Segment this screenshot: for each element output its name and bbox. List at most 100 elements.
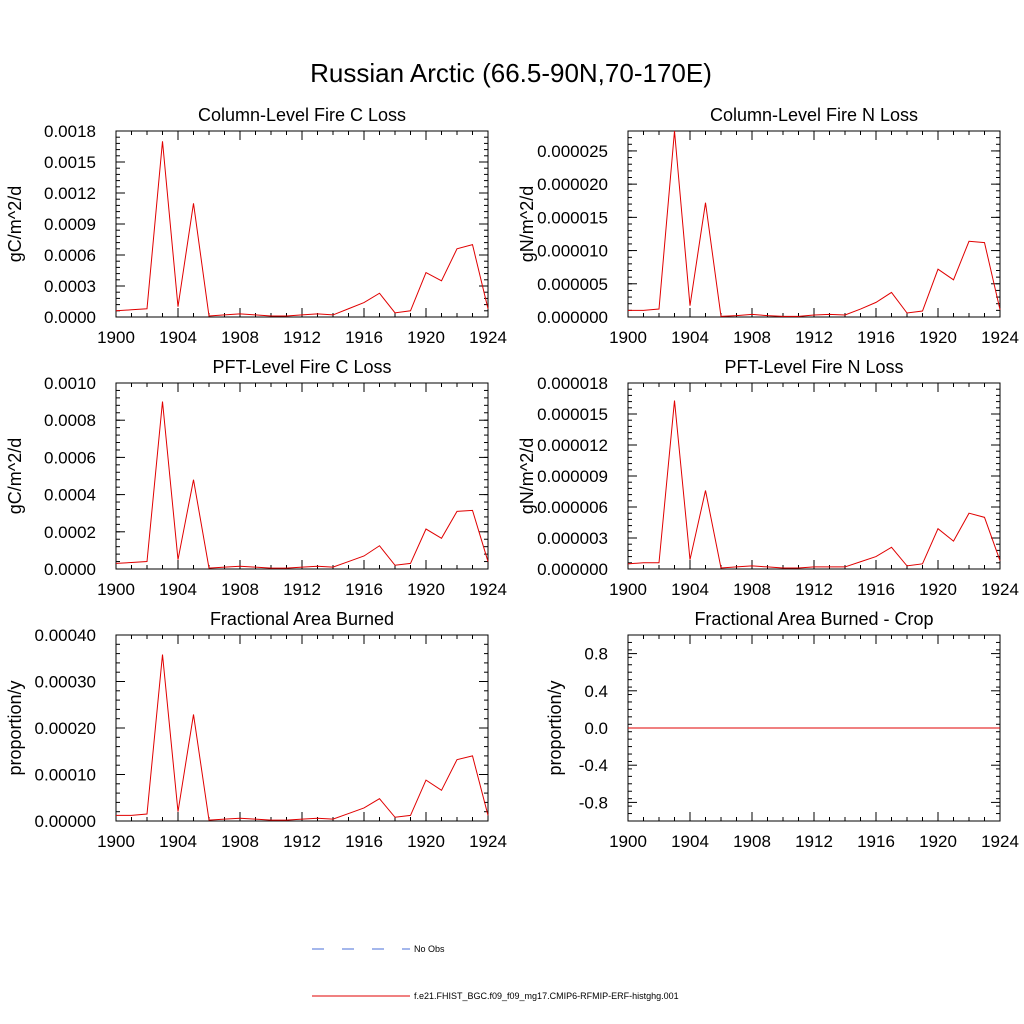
y-tick-label: 0.000020: [537, 175, 608, 194]
x-tick-label: 1924: [981, 328, 1019, 347]
x-tick-label: 1900: [609, 832, 647, 851]
y-tick-label: 0.00030: [35, 673, 96, 692]
series-line: [115, 141, 489, 317]
panel-title: Fractional Area Burned - Crop: [694, 609, 933, 629]
y-tick-label: 0.00000: [35, 812, 96, 831]
y-tick-label: 0.0008: [44, 411, 96, 430]
y-tick-label: 0.0003: [44, 277, 96, 296]
y-axis-label: proportion/y: [5, 680, 25, 775]
x-tick-label: 1920: [407, 328, 445, 347]
x-tick-label: 1924: [469, 580, 507, 599]
x-tick-label: 1904: [159, 580, 197, 599]
series-line: [628, 130, 1001, 317]
x-tick-label: 1900: [609, 328, 647, 347]
x-tick-label: 1908: [221, 580, 259, 599]
x-tick-label: 1900: [97, 580, 135, 599]
y-tick-label: 0.000018: [537, 374, 608, 393]
y-tick-label: 0.000000: [537, 308, 608, 327]
y-axis-label: gN/m^2/d: [517, 186, 537, 262]
x-tick-label: 1900: [97, 328, 135, 347]
x-tick-label: 1920: [919, 832, 957, 851]
legend-label: No Obs: [414, 944, 445, 954]
y-axis-label: gC/m^2/d: [5, 438, 25, 514]
panel-title: Fractional Area Burned: [210, 609, 394, 629]
chart-panel: Column-Level Fire C Loss gC/m^2/d 1900 1904…: [5, 105, 507, 347]
x-tick-label: 1920: [407, 832, 445, 851]
panel-title: PFT-Level Fire C Loss: [212, 357, 391, 377]
chart-panel: PFT-Level Fire C Loss gC/m^2/d 1900 1904 190…: [5, 357, 507, 599]
figure-title: Russian Arctic (66.5-90N,70-170E): [310, 58, 712, 88]
panel-title: PFT-Level Fire N Loss: [724, 357, 903, 377]
x-tick-label: 1920: [407, 580, 445, 599]
y-tick-label: 0.0: [584, 719, 608, 738]
chart-panel: PFT-Level Fire N Loss gN/m^2/d 1900 1904 190…: [517, 357, 1019, 599]
x-tick-label: 1912: [795, 328, 833, 347]
y-tick-label: -0.4: [579, 756, 608, 775]
x-tick-label: 1908: [221, 832, 259, 851]
series-line: [116, 654, 489, 821]
y-tick-label: 0.00040: [35, 626, 96, 645]
y-tick-label: 0.000015: [537, 405, 608, 424]
x-tick-label: 1912: [795, 580, 833, 599]
x-tick-label: 1916: [857, 580, 895, 599]
y-axis-label: gN/m^2/d: [517, 438, 537, 514]
y-tick-label: 0.0015: [44, 153, 96, 172]
y-axis-label: proportion/y: [545, 680, 565, 775]
y-tick-label: 0.0009: [44, 215, 96, 234]
chart-panel: Fractional Area Burned proportion/y 1900 19…: [5, 609, 507, 851]
x-tick-label: 1920: [919, 580, 957, 599]
panels-container: Column-Level Fire C Loss gC/m^2/d 1900 1904…: [5, 105, 1019, 851]
y-tick-label: 0.000010: [537, 242, 608, 261]
y-tick-label: 0.000015: [537, 208, 608, 227]
y-tick-label: 0.000000: [537, 560, 608, 579]
x-tick-label: 1908: [733, 580, 771, 599]
x-tick-label: 1924: [469, 328, 507, 347]
x-tick-label: 1916: [345, 580, 383, 599]
y-tick-label: 0.0006: [44, 448, 96, 467]
x-tick-label: 1904: [159, 832, 197, 851]
x-tick-label: 1912: [283, 580, 321, 599]
y-tick-label: 0.0012: [44, 184, 96, 203]
y-tick-label: 0.0004: [44, 486, 96, 505]
chart-panel: Fractional Area Burned - Crop proportion/…: [545, 609, 1019, 851]
y-tick-label: 0.000012: [537, 436, 608, 455]
y-tick-label: 0.000003: [537, 529, 608, 548]
x-tick-label: 1904: [671, 580, 709, 599]
x-tick-label: 1908: [733, 328, 771, 347]
x-tick-label: 1916: [857, 328, 895, 347]
plot-frame: [115, 634, 489, 822]
y-tick-label: 0.00010: [35, 766, 96, 785]
x-tick-label: 1908: [221, 328, 259, 347]
y-tick-label: 0.000025: [537, 142, 608, 161]
panel-title: Column-Level Fire C Loss: [198, 105, 406, 125]
panel-title: Column-Level Fire N Loss: [710, 105, 918, 125]
plot-frame: [627, 382, 1001, 570]
y-tick-label: 0.000009: [537, 467, 608, 486]
x-tick-label: 1916: [345, 832, 383, 851]
y-tick-label: 0.8: [584, 645, 608, 664]
x-tick-label: 1904: [159, 328, 197, 347]
x-tick-label: 1912: [283, 832, 321, 851]
y-tick-label: 0.000005: [537, 275, 608, 294]
y-tick-label: 0.00020: [35, 719, 96, 738]
plot-frame: [115, 130, 489, 318]
x-tick-label: 1920: [919, 328, 957, 347]
y-tick-label: 0.0006: [44, 246, 96, 265]
y-tick-label: 0.0018: [44, 122, 96, 141]
y-tick-label: 0.0000: [44, 308, 96, 327]
legend-label: f.e21.FHIST_BGC.f09_f09_mg17.CMIP6-RFMIP…: [414, 991, 679, 1001]
x-tick-label: 1912: [283, 328, 321, 347]
plot-frame: [627, 130, 1001, 318]
x-tick-label: 1908: [733, 832, 771, 851]
x-tick-label: 1924: [469, 832, 507, 851]
x-tick-label: 1924: [981, 580, 1019, 599]
x-tick-label: 1916: [857, 832, 895, 851]
legend: No Obs f.e21.FHIST_BGC.f09_f09_mg17.CMIP6…: [312, 944, 679, 1001]
y-tick-label: 0.000006: [537, 498, 608, 517]
plot-frame: [115, 382, 489, 570]
x-tick-label: 1904: [671, 328, 709, 347]
x-tick-label: 1900: [609, 580, 647, 599]
series-line: [115, 401, 489, 569]
x-tick-label: 1916: [345, 328, 383, 347]
